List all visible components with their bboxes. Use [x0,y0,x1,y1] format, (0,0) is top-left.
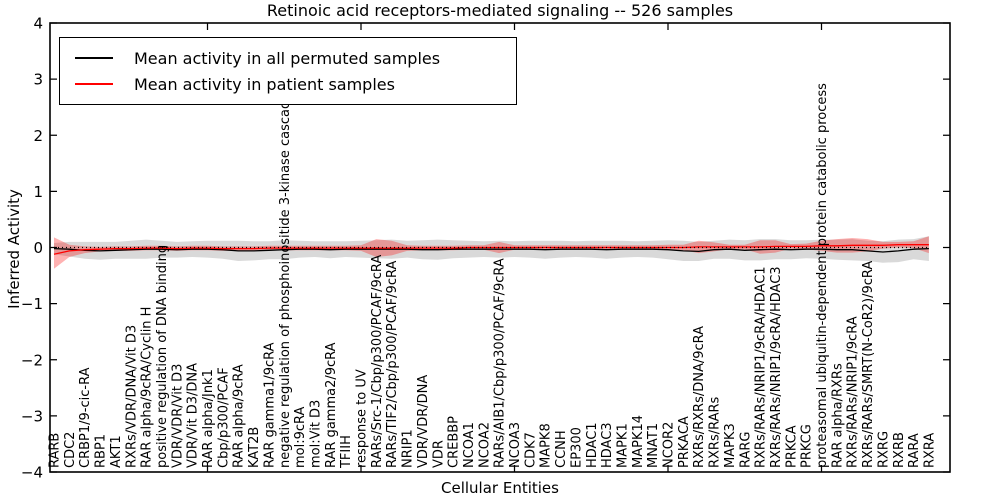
x-tick-label: AKT1 [109,435,124,468]
y-axis-label: Inferred Activity [5,188,24,309]
x-tick-label: RARs/AIB1/Cbp/p300/PCAF/9cRA [493,258,508,468]
x-tick-label: CCNH [554,430,569,468]
x-axis-label: Cellular Entities [441,479,559,497]
legend: Mean activity in all permuted samples Me… [59,37,517,105]
x-tick-label: RBP1 [94,434,109,468]
permuted-line-swatch [75,57,113,59]
x-tick-label: RXRs/RARs/NRIP1/9cRA/HDAC3 [769,266,784,468]
y-tick-label: −2 [21,351,43,369]
x-tick-label: VDR [431,440,446,468]
y-tick-label: 2 [33,127,43,145]
x-tick-label: NCOA1 [462,422,477,468]
x-tick-label: RARB [48,433,63,468]
x-tick-label: VDR/VDR/Vit D3 [170,364,185,468]
x-tick-label: MAPK3 [723,423,738,468]
y-tick-label: 0 [33,239,43,257]
plot-frame [49,22,951,473]
x-tick-label: NCOA2 [477,422,492,468]
x-tick-label: VDR/VDR/DNA [416,375,431,468]
legend-label-permuted: Mean activity in all permuted samples [134,48,441,68]
x-tick-label: RAR gamma1/9cRA [262,342,277,468]
x-tick-label: RXRG [876,431,891,468]
x-tick-label: RAR gamma2/9cRA [324,342,339,468]
y-axis-label-container: Inferred Activity [0,0,28,497]
x-tick-label: HDAC1 [585,422,600,468]
x-tick-label: NRIP1 [401,429,416,468]
x-tick-label: CDK7 [523,432,538,468]
legend-entry-patient: Mean activity in patient samples [75,71,506,97]
y-tick-label: 3 [33,71,43,89]
x-tick-label: positive regulation of DNA binding [155,245,170,468]
x-tick-label: PRKACA [677,416,692,468]
x-tick-label: RARs/TIF2/Cbp/p300/PCAF/9cRA [385,261,400,468]
x-tick-label: RXRs/RARs [708,396,723,468]
x-tick-label: PRKCA [784,425,799,468]
x-tick-label: response to UV [355,369,370,468]
x-tick-label: RXRB [892,432,907,468]
x-tick-label: TFIIH [339,435,354,469]
x-tick-label: RXRs/RARs/SMRT(N-CoR2)/9cRA [861,261,876,468]
y-tick-label: −4 [21,464,43,482]
x-tick-label: RARG [738,431,753,468]
x-tick-label: RXRA [922,433,937,468]
x-tick-label: RARA [907,433,922,468]
x-tick-label: mol:9cRA [293,406,308,468]
x-tick-label: EP300 [569,427,584,468]
x-tick-label: RXRs/RXRs/DNA/9cRA [692,326,707,468]
x-tick-label: VDR/Vit D3/DNA [186,363,201,468]
x-tick-label: mol:Vit D3 [308,400,323,468]
x-tick-label: RAR alpha/RXRs [830,363,845,468]
x-tick-label: Cbp/p300/PCAF [216,367,231,468]
permuted-mean-line [53,247,929,253]
patient-line-swatch [75,83,113,85]
patient-mean-line [53,244,929,255]
x-tick-label: RXRs/RARs/NRIP1/9cRA [846,316,861,468]
x-tick-label: KAT2B [247,427,262,468]
chart-title: Retinoic acid receptors-mediated signali… [266,1,734,20]
legend-entry-permuted: Mean activity in all permuted samples [75,45,506,71]
x-tick-label: HDAC3 [600,422,615,468]
x-tick-label: CDC2 [63,432,78,468]
x-tick-label: RARs/Src-1/Cbp/p300/PCAF/9cRA [370,255,385,468]
x-tick-label: MAPK14 [631,415,646,468]
y-tick-label: 1 [33,183,43,201]
x-tick-label: CRBP1/9-cic-RA [78,367,93,468]
x-tick-label: PRKCG [800,424,815,468]
patient-band [54,236,929,269]
x-tick-label: proteasomal ubiquitin-dependent protein … [815,83,830,468]
x-tick-label: RAR alpha/Jnk1 [201,369,216,468]
y-tick-label: 4 [33,15,43,33]
x-tick-label: MNAT1 [646,423,661,468]
x-tick-label: negative regulation of phosphoinositide … [278,93,293,468]
x-tick-label: RXRs/RARs/NRIP1/9cRA/HDAC1 [754,266,769,468]
x-tick-label: MAPK8 [539,423,554,468]
x-tick-label: CREBBP [447,416,462,468]
x-tick-label: RXRs/VDR/DNA/Vit D3 [124,325,139,468]
y-tick-label: −1 [21,295,43,313]
x-tick-label: NCOR2 [662,422,677,468]
x-tick-label: RAR alpha/9cRA [232,364,247,468]
x-tick-label: RAR alpha/9cRA/Cyclin H [140,307,155,468]
y-tick-label: −3 [21,407,43,425]
legend-label-patient: Mean activity in patient samples [134,74,395,94]
x-tick-label: MAPK1 [615,423,630,468]
x-tick-label: NCOA3 [508,422,523,468]
